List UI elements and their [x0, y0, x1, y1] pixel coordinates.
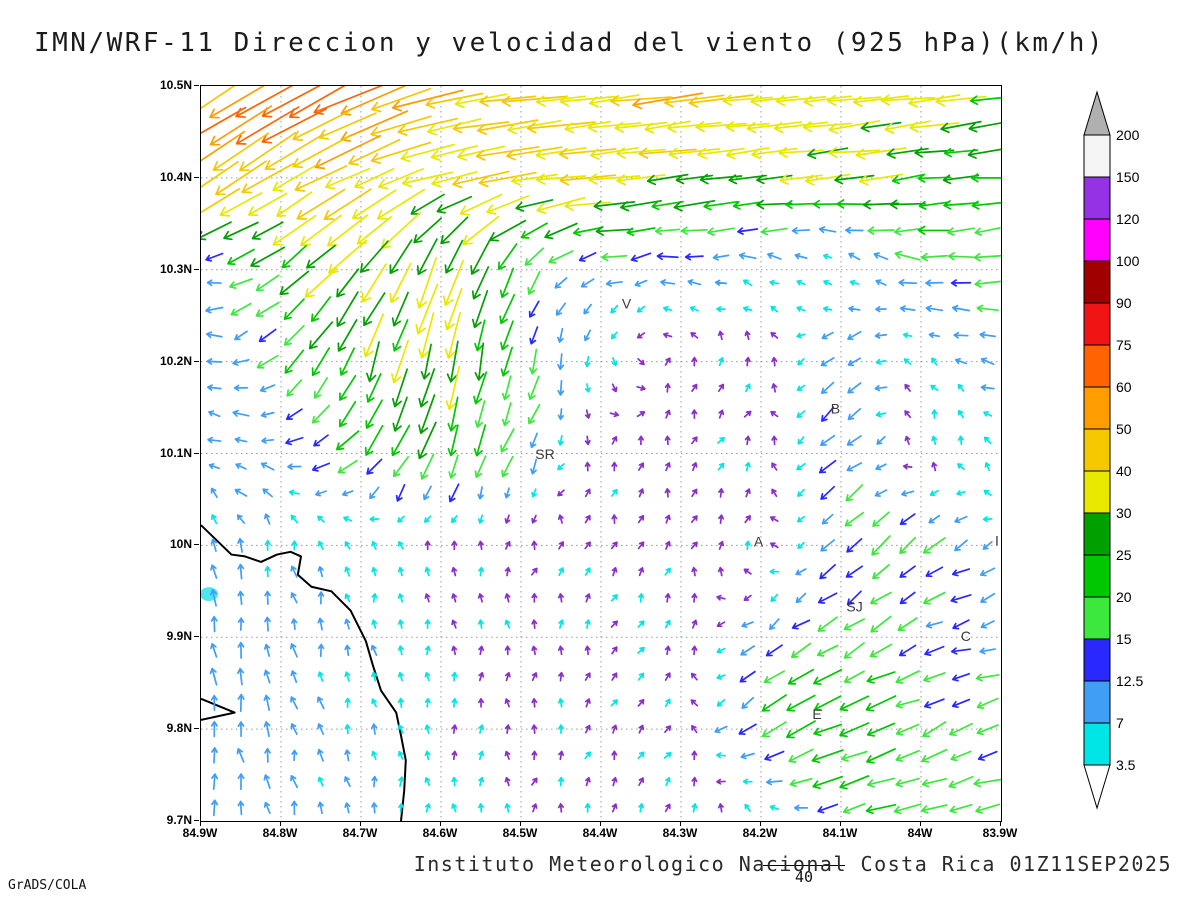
colorbar-label: 60: [1116, 379, 1132, 395]
x-tick-label: 84.9W: [182, 826, 218, 840]
colorbar-svg: 200 150 120 100 90 75 60 50 40 30 25 20 15 12.5 7 3.5: [1083, 90, 1143, 810]
colorbar-segment: [1083, 470, 1111, 514]
x-tick-label: 84.1W: [822, 826, 858, 840]
y-tick-mark: [194, 636, 199, 638]
x-tick-label: 84.7W: [342, 826, 378, 840]
colorbar-label: 12.5: [1116, 673, 1143, 689]
colorbar-label: 15: [1116, 631, 1132, 647]
y-tick-label: 9.7N: [166, 813, 192, 827]
colorbar-label: 20: [1116, 589, 1132, 605]
y-tick-mark: [194, 820, 199, 821]
y-tick-mark: [194, 452, 199, 454]
x-tick-label: 84.3W: [662, 826, 698, 840]
y-tick-mark: [194, 85, 199, 86]
colorbar-label: 75: [1116, 337, 1132, 353]
colorbar-label: 100: [1116, 253, 1140, 269]
colorbar-segment: [1083, 386, 1111, 430]
x-tick-mark: [760, 821, 761, 826]
colorbar-segment: [1083, 260, 1111, 304]
colorbar-segment: [1083, 218, 1111, 262]
colorbar-label: 50: [1116, 421, 1132, 437]
y-tick-mark: [194, 728, 199, 730]
colorbar-label: 7: [1116, 715, 1124, 731]
wind-vector-canvas: [201, 86, 1001, 821]
institute-text: Instituto Meteorologico Nacional Costa R…: [413, 852, 1172, 876]
y-tick-label: 10.5N: [159, 78, 192, 92]
x-tick-mark: [1000, 821, 1001, 826]
colorbar-under-arrow: [1083, 764, 1111, 810]
y-tick-label: 10N: [169, 537, 192, 552]
y-tick-label: 10.3N: [159, 261, 192, 276]
colorbar-label: 200: [1116, 127, 1140, 143]
colorbar-segment: [1083, 344, 1111, 388]
chart-title: IMN/WRF-11 Direccion y velocidad del vie…: [34, 28, 1106, 58]
colorbar-label: 25: [1116, 547, 1132, 563]
x-tick-mark: [680, 821, 681, 826]
y-tick-label: 10.4N: [159, 169, 192, 184]
colorbar-label: 30: [1116, 505, 1132, 521]
colorbar-segment: [1083, 302, 1111, 346]
x-tick-mark: [280, 821, 281, 826]
colorbar-segment: [1083, 722, 1111, 766]
grads-credit: GrADS/COLA: [8, 878, 87, 893]
colorbar-label: 90: [1116, 295, 1132, 311]
reference-vector-label: 40: [794, 868, 814, 886]
y-tick-mark: [194, 176, 199, 178]
colorbar-over-arrow: [1083, 90, 1111, 136]
y-tick-mark: [194, 360, 199, 362]
x-tick-label: 84.6W: [422, 826, 458, 840]
x-tick-mark: [440, 821, 441, 826]
colorbar-segment: [1083, 512, 1111, 556]
x-tick-mark: [920, 821, 921, 826]
y-tick-label: 10.2N: [159, 353, 192, 368]
x-tick-mark: [520, 821, 521, 826]
x-tick-mark: [840, 821, 841, 826]
colorbar-segment: [1083, 176, 1111, 220]
x-tick-label: 83.9W: [982, 826, 1018, 840]
colorbar-segment: [1083, 596, 1111, 640]
plot-area: [200, 85, 1002, 822]
colorbar-label: 3.5: [1116, 757, 1136, 773]
colorbar: 200 150 120 100 90 75 60 50 40 30 25 20 15 12.5 7 3.5: [1082, 90, 1192, 812]
y-tick-label: 9.8N: [166, 721, 192, 736]
x-tick-label: 84W: [907, 826, 933, 840]
x-tick-mark: [360, 821, 361, 826]
colorbar-segment: [1083, 638, 1111, 682]
x-tick-mark: [600, 821, 601, 826]
colorbar-segment: [1083, 428, 1111, 472]
colorbar-segment: [1083, 680, 1111, 724]
y-tick-mark: [194, 544, 199, 546]
colorbar-label: 150: [1116, 169, 1140, 185]
x-tick-label: 84.8W: [262, 826, 298, 840]
colorbar-label: 40: [1116, 463, 1132, 479]
colorbar-segment: [1083, 554, 1111, 598]
colorbar-label: 120: [1116, 211, 1140, 227]
x-tick-label: 84.4W: [582, 826, 618, 840]
colorbar-segment: [1083, 134, 1111, 178]
x-tick-mark: [200, 821, 201, 826]
y-tick-label: 10.1N: [159, 445, 192, 460]
x-tick-label: 84.5W: [502, 826, 538, 840]
y-tick-label: 9.9N: [166, 629, 192, 644]
y-tick-mark: [194, 268, 199, 270]
x-tick-label: 84.2W: [742, 826, 778, 840]
reference-vector-line: [763, 865, 845, 866]
